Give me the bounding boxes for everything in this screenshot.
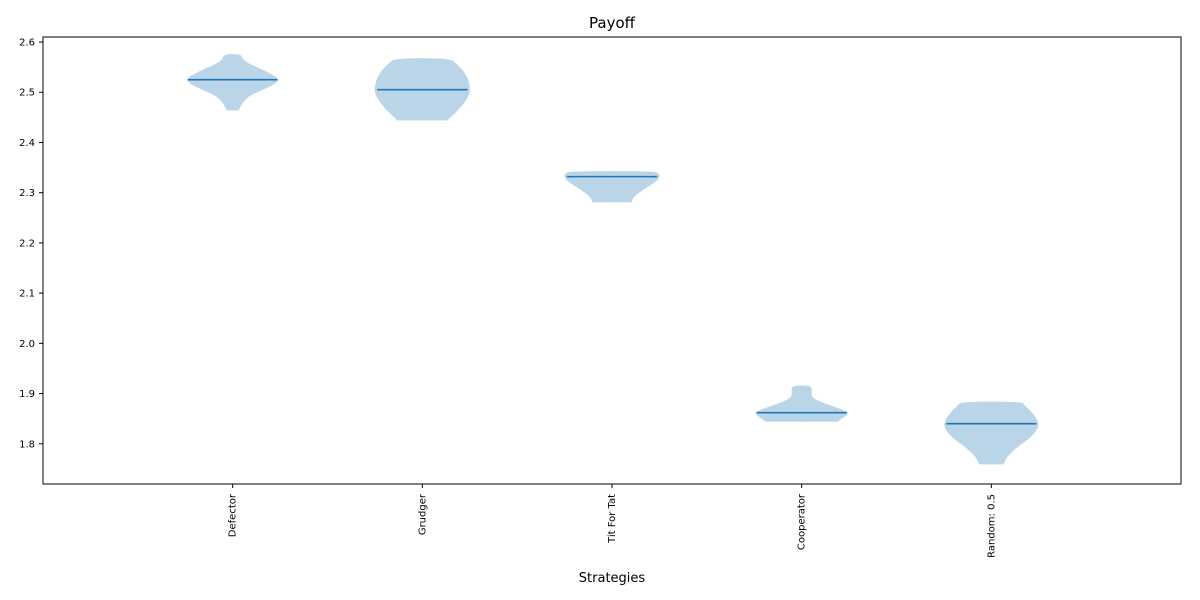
y-tick-label: 2.0	[19, 339, 35, 350]
violin-body	[187, 54, 278, 111]
plot-frame	[42, 36, 1182, 485]
y-tick-label: 1.8	[19, 439, 35, 450]
y-tick-label: 2.4	[19, 138, 35, 149]
x-tick-label: Grudger	[417, 493, 428, 535]
y-tick-label: 2.6	[19, 38, 35, 49]
x-tick-label: Tit For Tat	[607, 494, 618, 544]
y-tick-label: 2.2	[19, 238, 35, 249]
y-tick-label: 2.3	[19, 188, 35, 199]
violin-body	[564, 171, 660, 203]
x-tick-label: Random: 0.5	[986, 494, 997, 558]
y-tick-label: 2.5	[19, 88, 35, 99]
violins-layer	[187, 54, 1039, 465]
x-axis-title: Strategies	[579, 571, 646, 586]
chart-title: Payoff	[589, 14, 636, 32]
violin-body	[755, 385, 848, 422]
x-axis: Defector Grudger Tit For Tat Cooperator Rand…	[228, 484, 997, 558]
y-axis: 1.8 1.9 2.0 2.1 2.2 2.3 2.4 2.5 2.6	[19, 38, 43, 450]
y-tick-label: 1.9	[19, 389, 35, 400]
y-tick-label: 2.1	[19, 289, 35, 300]
x-tick-label: Cooperator	[797, 493, 808, 550]
x-tick-label: Defector	[228, 493, 239, 537]
violin-body	[944, 401, 1039, 465]
